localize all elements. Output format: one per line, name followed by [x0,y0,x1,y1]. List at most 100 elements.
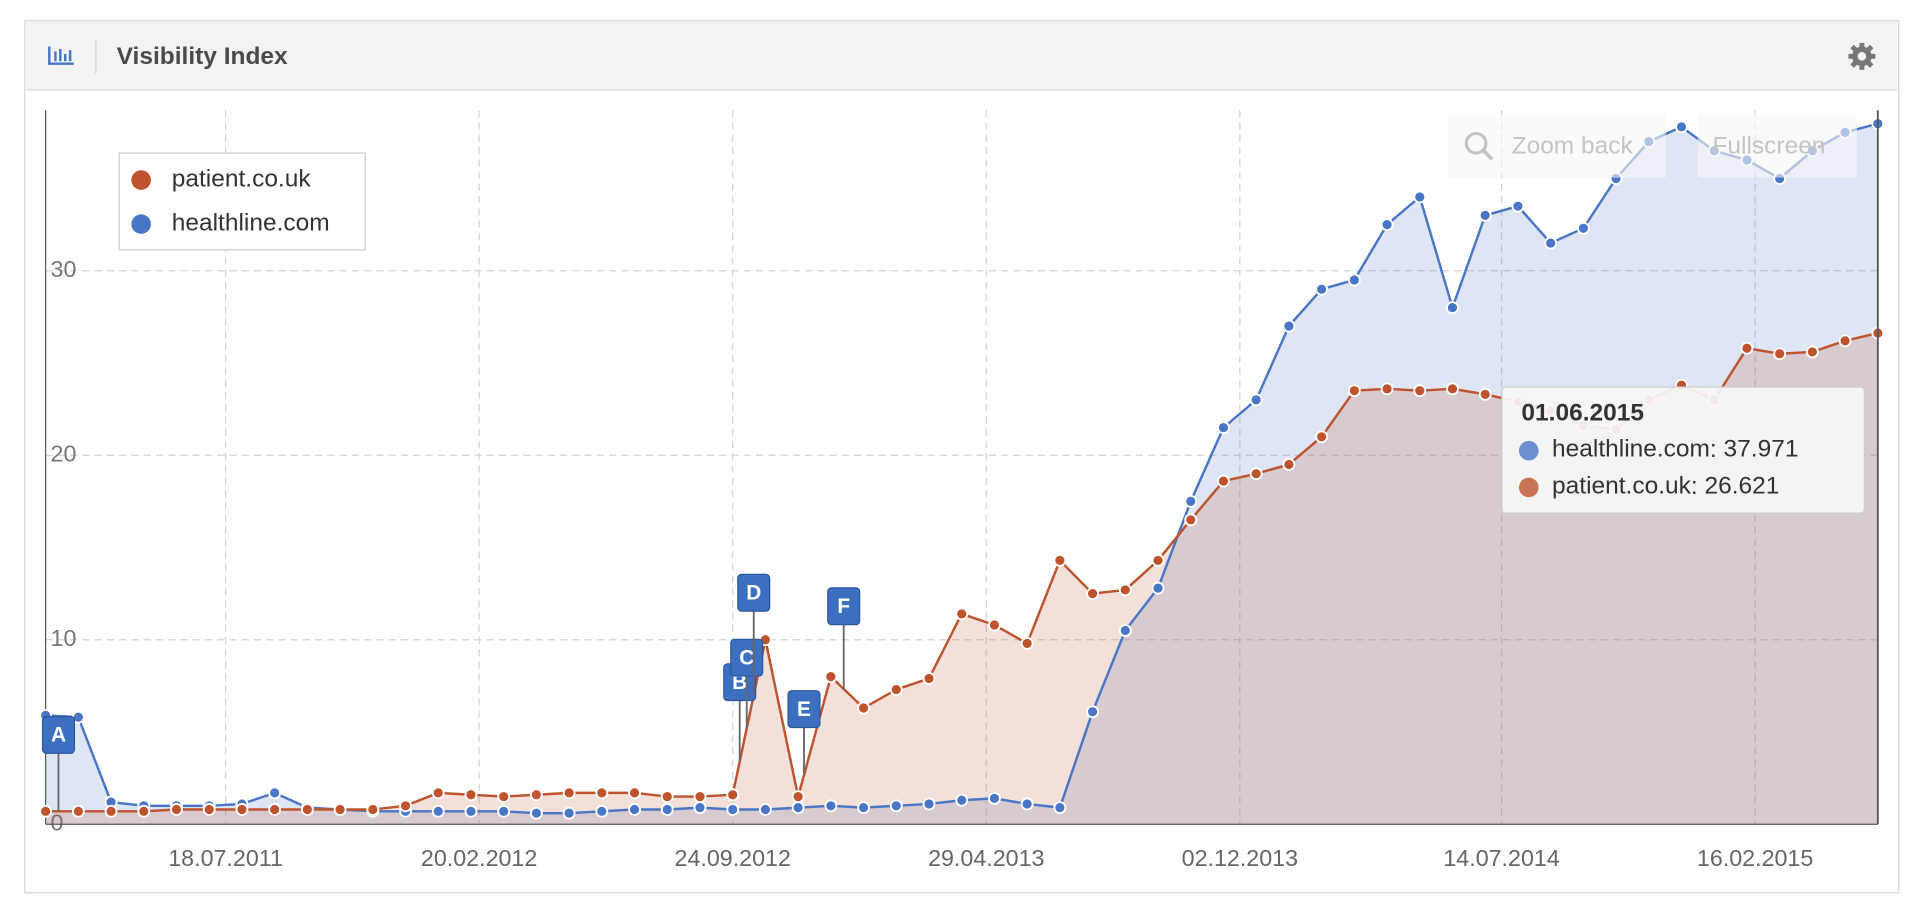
tooltip-series: healthline.com [1552,436,1710,463]
point [366,803,380,816]
point [1151,581,1165,595]
point [431,804,445,818]
point [399,799,412,813]
point [1086,705,1100,719]
point [202,803,216,816]
legend-label[interactable]: patient.co.uk [172,166,312,193]
point [628,803,641,816]
x-tick-label: 18.07.2011 [168,845,283,871]
x-tick-label: 24.09.2012 [675,845,791,871]
point [1478,387,1492,401]
y-tick-label: 30 [51,256,77,282]
point [268,803,282,816]
point [1020,797,1034,811]
point [1118,624,1132,637]
point [922,672,936,685]
legend-label[interactable]: healthline.com [172,210,330,237]
point [1380,382,1394,396]
point [1838,334,1852,348]
point [1249,467,1263,481]
point [1020,637,1034,650]
x-tick-label: 29.04.2013 [928,845,1044,871]
point [660,803,674,816]
flag-label: A [51,724,66,747]
point [726,803,740,816]
point [1217,421,1230,434]
point [1249,393,1263,407]
point [1217,474,1230,488]
point [955,793,969,807]
point [1282,458,1296,471]
point [1511,199,1525,213]
zoom-icon [1464,131,1488,155]
point [464,788,478,802]
header [26,22,1898,90]
tooltip-line: healthline.com: 37.971 [1552,436,1798,463]
point [1118,583,1132,597]
y-tick-label: 0 [51,809,64,835]
point [1151,553,1165,567]
point [104,804,118,818]
point [595,786,609,800]
point [824,799,838,813]
flag-label: F [837,595,850,618]
point [857,801,871,815]
point [268,786,282,800]
point [529,788,543,802]
x-tick-label: 16.02.2015 [1697,845,1813,871]
point [137,804,151,818]
point [529,806,543,820]
y-tick-label: 20 [51,440,77,466]
flag-label: E [797,698,811,721]
legend-marker [131,214,151,234]
point [693,790,707,804]
point [1478,208,1492,222]
button-label[interactable]: Zoom back [1512,132,1634,159]
point [1446,301,1459,315]
point [889,683,903,696]
tooltip [1501,386,1865,514]
x-tick-label: 20.02.2012 [421,845,537,871]
flag-label: D [746,581,761,604]
flag [41,715,76,754]
point [1347,273,1361,287]
point [497,804,511,818]
point [1675,120,1688,134]
point [1576,221,1590,235]
point [758,803,772,816]
button-label[interactable]: Fullscreen [1712,132,1825,159]
x-tick-label: 14.07.2014 [1443,845,1559,871]
tooltip-marker [1518,440,1539,461]
point [1805,345,1819,359]
point [1315,282,1329,296]
area [45,123,1878,825]
flag [827,587,861,626]
point [464,804,478,818]
header-title: Visibility Index [117,43,288,70]
point [1740,341,1754,355]
point [628,786,641,800]
button[interactable] [1697,113,1858,178]
point [1184,494,1198,508]
tooltip-value: 37.971 [1724,436,1799,463]
point [693,801,707,815]
tooltip-series: patient.co.uk [1552,473,1692,500]
point [791,790,805,804]
point [988,618,1001,632]
legend [118,152,366,251]
flag-label: C [739,646,754,669]
tooltip-value: 26.621 [1704,473,1779,500]
point [1053,801,1067,815]
point [1184,513,1198,527]
flag [730,638,764,677]
legend-marker [131,170,151,190]
x-tick-label: 02.12.2013 [1182,845,1298,871]
point [988,791,1001,805]
point [71,804,85,818]
point [235,803,249,816]
settings-icon[interactable] [1848,42,1876,70]
point [824,670,838,684]
point [170,803,183,816]
point [1773,347,1787,361]
point [660,790,674,804]
